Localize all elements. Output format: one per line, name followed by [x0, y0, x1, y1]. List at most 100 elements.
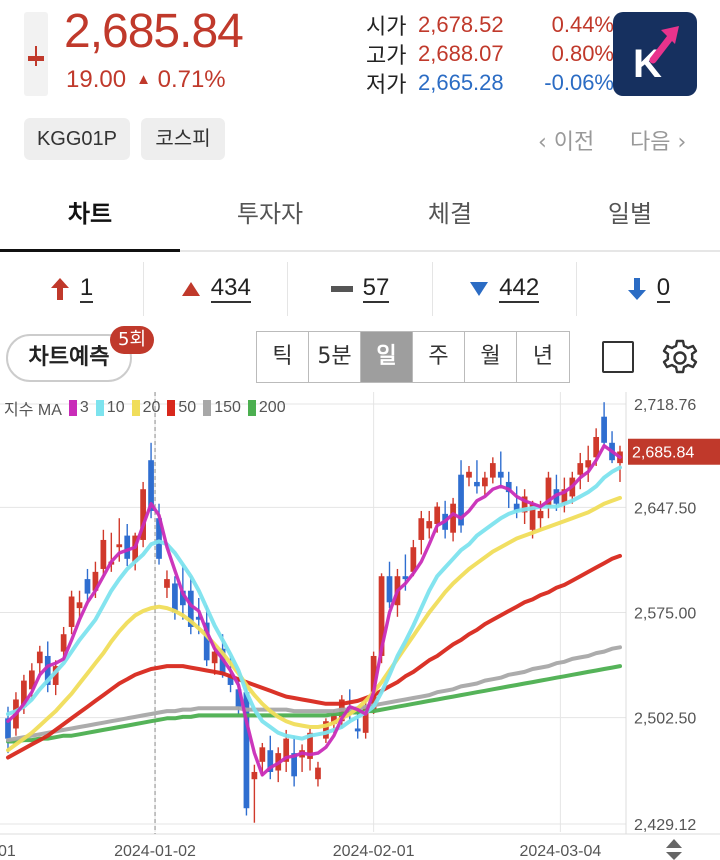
candle-body	[5, 718, 11, 739]
period-day[interactable]: 일	[361, 332, 413, 382]
scroll-up-icon	[666, 839, 682, 848]
legend-ma150: 150	[214, 399, 241, 416]
index-code-tag[interactable]: KGG01P	[24, 118, 130, 160]
candle-body	[235, 689, 242, 707]
candle-body	[537, 510, 544, 519]
candle-body	[410, 547, 417, 572]
candle-body	[156, 518, 162, 559]
candle-body	[76, 602, 83, 609]
candle-body	[585, 460, 592, 468]
legend-ma50: 50	[178, 399, 197, 416]
predict-count-badge: 5회	[110, 326, 155, 354]
candle-body	[211, 651, 218, 664]
candle-body	[450, 503, 456, 533]
unchanged-count[interactable]: 57	[288, 262, 433, 316]
candle-body	[283, 738, 290, 762]
candle-body	[172, 583, 178, 613]
open-percent: 0.44%	[551, 11, 614, 37]
current-price: 2,685.84	[64, 5, 244, 58]
legend-ma10: 10	[106, 399, 125, 416]
tab-daily[interactable]: 일별	[607, 200, 653, 228]
next-button[interactable]: 다음 ›	[630, 130, 687, 155]
candle-body	[100, 539, 107, 569]
period-week[interactable]: 주	[413, 332, 465, 382]
ma-line-20	[6, 495, 622, 753]
candle-body	[561, 489, 568, 504]
candle-body	[386, 576, 393, 603]
candle-body	[458, 474, 464, 526]
candle-body	[521, 496, 528, 513]
legend-prefix: 지수 MA	[4, 402, 62, 419]
market-tag[interactable]: 코스피	[141, 118, 225, 160]
price-change: 19.00 ▲ 0.71%	[66, 66, 226, 94]
candle-body	[529, 503, 536, 530]
last-price-tag	[628, 438, 720, 465]
period-tick[interactable]: 틱	[257, 332, 309, 382]
change-percent: 0.71%	[157, 66, 226, 93]
candle-body	[593, 437, 600, 458]
open-row: 시가 2,678.52 0.44%	[366, 10, 614, 39]
declines-count[interactable]: 442	[433, 262, 577, 316]
tab-chart[interactable]: 차트	[0, 180, 180, 252]
legend-swatch-ma20	[131, 400, 140, 416]
candle-body	[148, 460, 154, 511]
low-value: 2,665.28	[418, 69, 504, 95]
period-month[interactable]: 월	[465, 332, 517, 382]
low-percent: -0.06%	[544, 69, 614, 95]
candle-body	[482, 477, 488, 487]
high-value: 2,688.07	[418, 40, 504, 66]
tab-trades[interactable]: 체결	[427, 200, 473, 228]
candle-body	[291, 753, 297, 777]
candle-body	[323, 721, 329, 739]
tab-investors[interactable]: 투자자	[236, 200, 304, 228]
open-value: 2,678.52	[418, 11, 504, 37]
candle-body	[179, 590, 186, 606]
period-5min[interactable]: 5분	[309, 332, 361, 382]
candle-body	[601, 416, 607, 443]
candle-body	[505, 481, 512, 493]
candle-body	[315, 767, 321, 780]
up-triangle-icon: ▲	[136, 71, 151, 88]
prev-button[interactable]: ‹ 이전	[538, 130, 595, 155]
low-label: 저가	[366, 71, 407, 97]
upper-limit-count[interactable]: 1	[0, 262, 145, 316]
legend-swatch-ma150	[203, 400, 212, 416]
candle-body	[44, 655, 51, 685]
candle-body	[259, 747, 266, 762]
y-tick-label: 2,718.76	[634, 397, 696, 414]
gear-icon[interactable]	[660, 338, 700, 378]
x-tick-label: 2024-01-02	[114, 843, 196, 860]
app-logo[interactable]: K	[613, 12, 697, 96]
logo-arrow-icon	[649, 26, 679, 64]
last-price-label: 2,685.84	[632, 445, 694, 462]
high-row: 고가 2,688.07 0.80%	[366, 39, 614, 68]
candle-body	[577, 463, 584, 475]
ma-line-3	[6, 444, 622, 777]
candle-body	[545, 477, 552, 507]
x-tick-label: 2024-02-01	[333, 843, 415, 860]
candle-body	[378, 576, 385, 656]
advances-count[interactable]: 434	[144, 262, 289, 316]
lower-limit-count[interactable]: 0	[577, 262, 720, 316]
candle-body	[164, 579, 170, 588]
candle-body	[52, 666, 59, 685]
candle-body	[28, 670, 35, 690]
candle-body	[267, 750, 274, 772]
candle-body	[362, 706, 369, 733]
candle-body	[116, 544, 123, 548]
candle-body	[354, 728, 361, 732]
legend-swatch-ma10	[95, 400, 104, 416]
legend-ma200: 200	[258, 399, 286, 416]
candle-body	[307, 732, 313, 759]
chart-predict-button[interactable]: 차트예측	[6, 334, 132, 382]
legend-ma3: 3	[79, 399, 89, 416]
fullscreen-toggle-button[interactable]	[602, 341, 634, 373]
ma-legend: 지수 MA 3 10 20 50 150 200	[4, 396, 286, 420]
candle-body	[513, 503, 520, 511]
period-year[interactable]: 년	[532, 344, 554, 369]
ohlc-summary: 시가 2,678.52 0.44% 고가 2,688.07 0.80% 저가 2…	[366, 10, 614, 97]
y-tick-label: 2,502.50	[634, 711, 696, 728]
open-label: 시가	[366, 13, 407, 39]
candlestick-chart[interactable]: 2,718.76 2,647.50 2,575.00 2,502.50 2,429.12…	[0, 392, 720, 860]
candle-body	[418, 518, 425, 540]
